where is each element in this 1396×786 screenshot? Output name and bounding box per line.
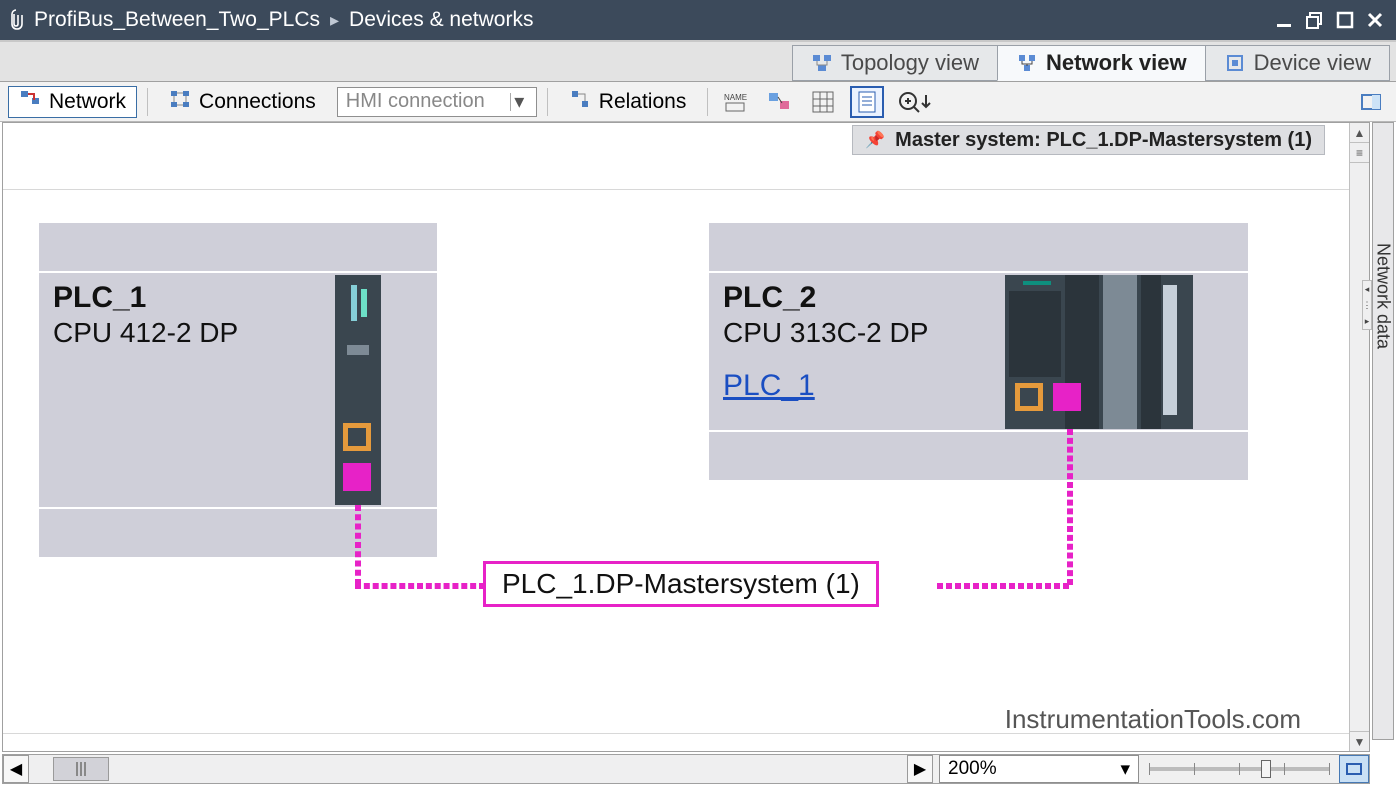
watermark-text: InstrumentationTools.com xyxy=(1005,704,1301,735)
scroll-down-button[interactable]: ▼ xyxy=(1350,731,1369,751)
show-names-button[interactable]: NAME xyxy=(718,86,752,118)
chevron-down-icon: ▾ xyxy=(1120,758,1130,781)
tab-device-view[interactable]: Device view xyxy=(1205,45,1390,81)
zoom-slider[interactable] xyxy=(1149,755,1329,783)
network-mode-label: Network xyxy=(49,90,126,114)
device-plc1-cpu: CPU 412-2 DP xyxy=(53,317,317,349)
device-plc1-module[interactable] xyxy=(335,275,381,505)
bottom-bar: ◀ ▶ 200% ▾ xyxy=(2,754,1370,784)
tab-device-label: Device view xyxy=(1254,50,1371,76)
collapse-right-icon: ▸ xyxy=(1363,313,1371,329)
bus-segment[interactable] xyxy=(355,583,485,589)
tab-network-view[interactable]: Network view xyxy=(997,45,1206,81)
scroll-right-button[interactable]: ▶ xyxy=(907,755,933,783)
zoom-in-button[interactable] xyxy=(894,86,938,118)
maximize-button[interactable] xyxy=(1332,7,1358,33)
collapse-left-icon: ◂ xyxy=(1363,281,1371,297)
attachment-icon xyxy=(8,9,24,31)
side-panel-label: Network data xyxy=(1373,243,1394,349)
side-panel-tab[interactable]: Network data xyxy=(1372,122,1394,740)
master-system-label: Master system: PLC_1.DP-Mastersystem (1) xyxy=(895,129,1312,152)
window-buttons xyxy=(1272,7,1388,33)
collapse-dots-icon: ⋮ xyxy=(1363,297,1371,313)
scroll-mode-button[interactable]: ≡ xyxy=(1350,143,1369,163)
zoom-slider-thumb[interactable] xyxy=(1261,760,1271,778)
breadcrumb: ProfiBus_Between_Two_PLCs ▸ Devices & ne… xyxy=(34,8,533,32)
svg-text:NAME: NAME xyxy=(724,93,747,102)
connections-label: Connections xyxy=(199,90,316,114)
device-plc1[interactable]: PLC_1 CPU 412-2 DP xyxy=(39,223,437,557)
network-icon xyxy=(1016,52,1038,74)
network-mode-button[interactable]: Network xyxy=(8,86,137,118)
connection-type-select[interactable]: HMI connection ▾ xyxy=(337,87,537,117)
plc1-port-magenta[interactable] xyxy=(343,463,371,491)
side-collapse-handle[interactable]: ◂ ⋮ ▸ xyxy=(1362,280,1372,330)
connections-button[interactable]: Connections xyxy=(158,86,327,118)
horizontal-scroll-thumb[interactable] xyxy=(53,757,109,781)
title-bar: ProfiBus_Between_Two_PLCs ▸ Devices & ne… xyxy=(0,0,1396,40)
zoom-value: 200% xyxy=(948,758,997,780)
page-view-button[interactable] xyxy=(850,86,884,118)
network-toolbar: Network Connections HMI connection ▾ Rel… xyxy=(0,82,1396,122)
tab-topology-label: Topology view xyxy=(841,50,979,76)
master-system-pill[interactable]: 📌 Master system: PLC_1.DP-Mastersystem (… xyxy=(852,125,1325,155)
horizontal-scrollbar[interactable] xyxy=(29,755,907,783)
connection-type-value: HMI connection xyxy=(346,90,485,113)
editor-area: 📌 Master system: PLC_1.DP-Mastersystem (… xyxy=(2,122,1370,752)
relations-label: Relations xyxy=(599,90,687,114)
fit-to-screen-button[interactable] xyxy=(1339,755,1369,783)
tab-topology-view[interactable]: Topology view xyxy=(792,45,998,81)
restore-button[interactable] xyxy=(1302,7,1328,33)
toolbar-separator xyxy=(147,88,148,116)
grid-button[interactable] xyxy=(806,86,840,118)
bus-label[interactable]: PLC_1.DP-Mastersystem (1) xyxy=(483,561,879,607)
breadcrumb-page[interactable]: Devices & networks xyxy=(349,8,533,32)
plc1-port-orange[interactable] xyxy=(343,423,371,451)
relations-icon xyxy=(569,88,591,116)
close-button[interactable] xyxy=(1362,7,1388,33)
scroll-left-button[interactable]: ◀ xyxy=(3,755,29,783)
canvas-vertical-scrollbar[interactable]: ▲ ≡ ▼ xyxy=(1349,123,1369,751)
minimize-button[interactable] xyxy=(1272,7,1298,33)
tab-network-label: Network view xyxy=(1046,50,1187,76)
pin-icon: 📌 xyxy=(865,130,885,150)
device-plc2[interactable]: PLC_2 CPU 313C-2 DP PLC_1 xyxy=(709,223,1248,480)
bus-segment[interactable] xyxy=(355,505,361,585)
topology-icon xyxy=(811,52,833,74)
bus-label-text: PLC_1.DP-Mastersystem (1) xyxy=(502,568,860,599)
toolbar-separator xyxy=(547,88,548,116)
plc2-port-orange[interactable] xyxy=(1015,383,1043,411)
highlight-button[interactable] xyxy=(762,86,796,118)
toolbar-separator xyxy=(707,88,708,116)
bus-segment[interactable] xyxy=(1067,429,1073,585)
view-tabs-row: Topology view Network view Device view xyxy=(0,40,1396,82)
device-icon xyxy=(1224,52,1246,74)
network-canvas[interactable]: 📌 Master system: PLC_1.DP-Mastersystem (… xyxy=(3,123,1349,751)
network-mode-icon xyxy=(19,88,41,116)
plc2-port-magenta[interactable] xyxy=(1053,383,1081,411)
scroll-up-button[interactable]: ▲ xyxy=(1350,123,1369,143)
zoom-select[interactable]: 200% ▾ xyxy=(939,755,1139,783)
bus-segment[interactable] xyxy=(937,583,1069,589)
connections-icon xyxy=(169,88,191,116)
device-plc2-module[interactable] xyxy=(1005,275,1193,429)
breadcrumb-project[interactable]: ProfiBus_Between_Two_PLCs xyxy=(34,8,320,32)
breadcrumb-separator-icon: ▸ xyxy=(330,10,339,31)
relations-button[interactable]: Relations xyxy=(558,86,698,118)
dock-button[interactable] xyxy=(1354,86,1388,118)
chevron-down-icon: ▾ xyxy=(510,93,528,111)
device-plc1-name: PLC_1 xyxy=(53,281,317,315)
